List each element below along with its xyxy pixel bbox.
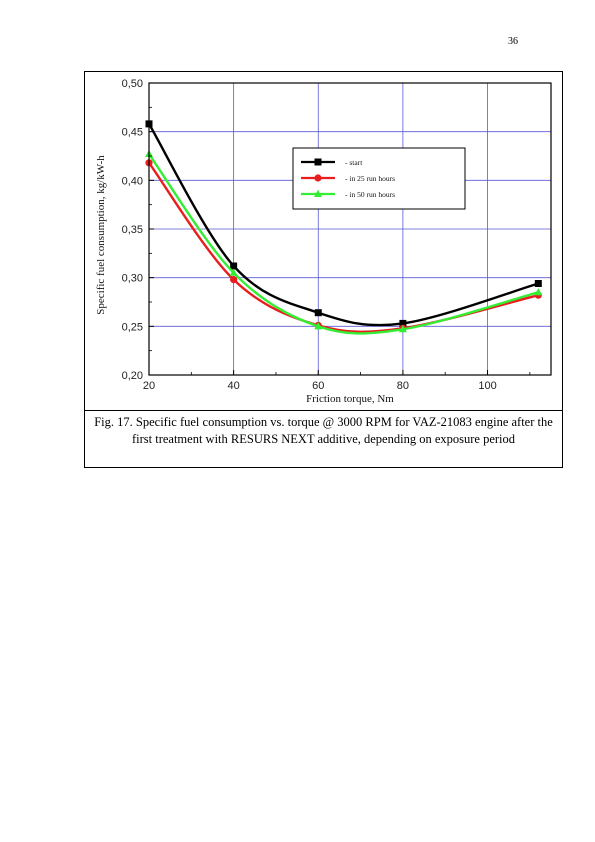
figure-box: 20 40 60 80 100 0,20 0,25 0,30 0,35 0,40 0,45 0,50 F…	[84, 71, 563, 468]
x-axis-label: Friction torque, Nm	[306, 393, 394, 405]
data-point-triangle	[534, 288, 543, 296]
y-tick-label: 0,20	[122, 370, 143, 382]
data-point-triangle	[398, 325, 407, 333]
y-axis-label: Specific fuel consumption, kg/kW-h	[95, 155, 107, 315]
page-number: 36	[508, 36, 518, 47]
legend-marker-square	[314, 158, 322, 166]
data-point-square	[534, 280, 542, 288]
legend-label: - start	[345, 158, 363, 167]
x-tick-label: 60	[312, 380, 324, 392]
chart-area: 20 40 60 80 100 0,20 0,25 0,30 0,35 0,40 0,45 0,50 F…	[85, 72, 562, 408]
y-tick-label: 0,30	[122, 273, 143, 285]
legend-layer: - start - in 25 run hours - in 50 run hour…	[292, 147, 466, 210]
x-tick-label: 40	[228, 380, 240, 392]
data-point-square	[314, 309, 322, 317]
data-point-square	[230, 262, 238, 270]
fuel-consumption-chart: 20 40 60 80 100 0,20 0,25 0,30 0,35 0,40 0,45 0,50 F…	[95, 78, 552, 405]
x-tick-label: 20	[143, 380, 155, 392]
x-tick-label: 80	[397, 380, 409, 392]
series-layer	[145, 120, 543, 335]
y-tick-label: 0,40	[122, 175, 143, 187]
y-tick-label: 0,45	[122, 127, 143, 139]
y-tick-label: 0,25	[122, 321, 143, 333]
y-tick-label: 0,35	[122, 224, 143, 236]
x-tick-label: 100	[478, 380, 496, 392]
legend-label: - in 25 run hours	[345, 174, 395, 183]
legend-marker-circle	[314, 174, 322, 182]
axes-layer: 20 40 60 80 100 0,20 0,25 0,30 0,35 0,40 0,45 0,50 F…	[95, 78, 552, 405]
legend-marker-triangle	[314, 189, 322, 197]
legend-label: - in 50 run hours	[345, 190, 395, 199]
data-point-circle	[230, 276, 238, 284]
data-point-triangle	[314, 322, 323, 330]
figure-caption: Fig. 17. Specific fuel consumption vs. t…	[85, 410, 562, 467]
data-point-square	[399, 319, 407, 327]
y-tick-label: 0,50	[122, 78, 143, 90]
data-point-triangle	[229, 268, 238, 276]
